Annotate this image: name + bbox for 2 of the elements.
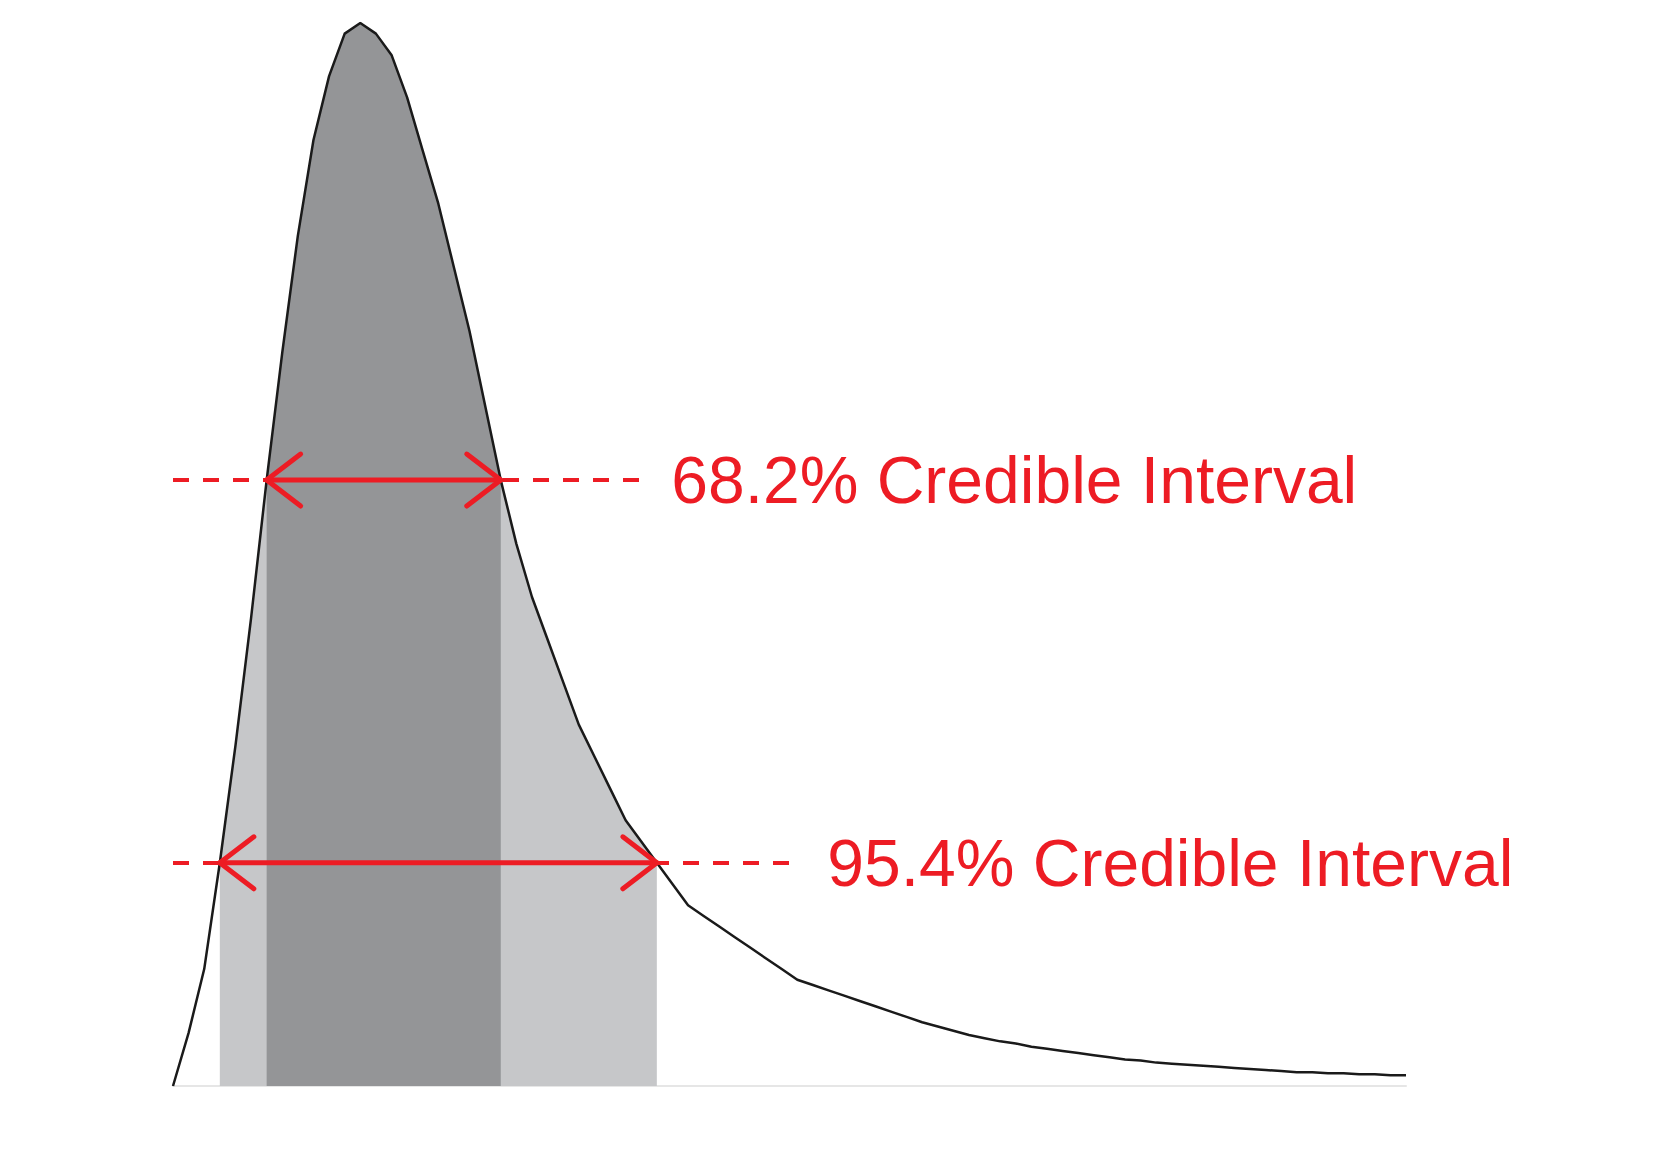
ref-line-label: 68.2% Credible Interval xyxy=(671,443,1358,518)
ref-line-label: 95.4% Credible Interval xyxy=(827,825,1514,900)
